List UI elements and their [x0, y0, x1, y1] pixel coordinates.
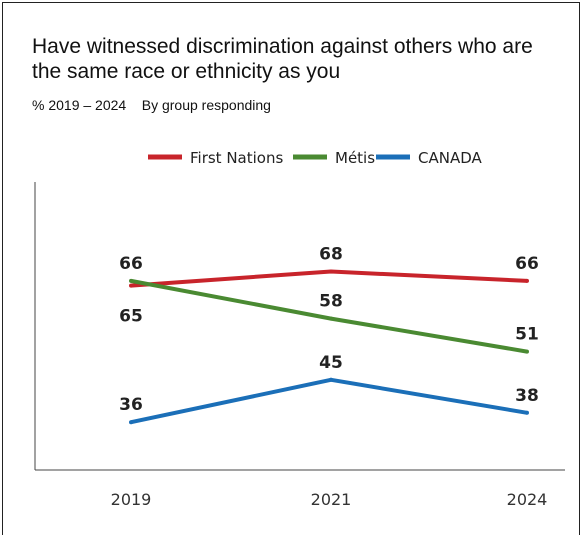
chart-subtitle: % 2019 – 2024 By group responding — [32, 97, 271, 113]
data-label-first-nations-2021: 68 — [319, 245, 343, 265]
data-point-m-tis-2024 — [525, 349, 529, 354]
data-point-canada-2019 — [129, 420, 133, 425]
chart-legend: First Nations Métis CANADA — [148, 149, 483, 167]
series-line-canada — [130, 377, 528, 425]
chart-title: Have witnessed discrimination against ot… — [32, 35, 533, 83]
legend-label-canada: CANADA — [418, 149, 483, 167]
data-label-m-tis-2019: 66 — [119, 254, 143, 274]
data-label-first-nations-2019: 65 — [119, 307, 143, 327]
x-tick-label-2019: 2019 — [111, 490, 152, 509]
x-tick-label-2024: 2024 — [507, 490, 548, 509]
x-tick-label-2021: 2021 — [311, 490, 352, 509]
data-label-m-tis-2021: 58 — [319, 292, 343, 312]
chart-axes: 2019 2021 2024 — [34, 182, 565, 509]
data-point-m-tis-2019 — [129, 278, 133, 283]
data-label-canada-2021: 45 — [319, 353, 343, 373]
data-labels-layer: 65 68 66 66 58 51 36 45 38 — [119, 245, 539, 416]
series-line-first-nations — [130, 269, 528, 288]
data-label-canada-2019: 36 — [119, 395, 143, 415]
data-label-first-nations-2024: 66 — [515, 254, 539, 274]
legend-label-first-nations: First Nations — [190, 149, 283, 167]
chart-frame — [2, 2, 580, 535]
data-point-first-nations-2024 — [525, 278, 529, 283]
data-point-first-nations-2021 — [329, 269, 333, 274]
data-point-m-tis-2021 — [329, 316, 333, 321]
data-point-canada-2021 — [329, 377, 333, 382]
series-layer — [129, 269, 529, 425]
data-label-canada-2024: 38 — [515, 386, 539, 406]
legend-label-m-tis: Métis — [335, 149, 375, 167]
data-point-canada-2024 — [525, 410, 529, 415]
data-label-m-tis-2024: 51 — [515, 325, 539, 345]
data-point-first-nations-2019 — [129, 283, 133, 288]
